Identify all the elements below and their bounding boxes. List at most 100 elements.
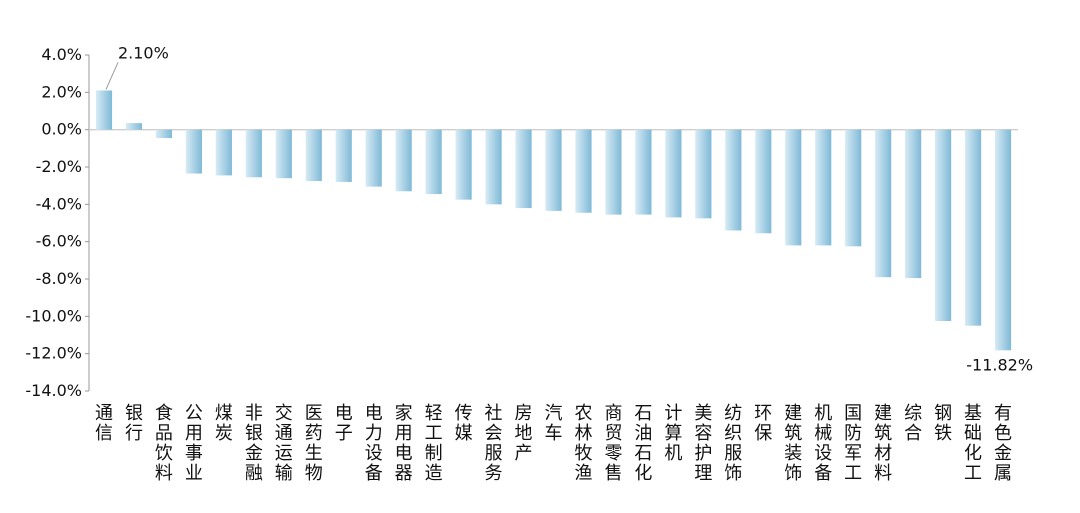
category-label-char: 零 — [604, 443, 622, 464]
category-label-char: 美 — [694, 403, 712, 424]
bar-29 — [934, 129, 952, 321]
category-label-char: 计 — [664, 403, 682, 424]
category-label-char: 煤 — [215, 403, 233, 424]
category-label-char: 社 — [485, 403, 503, 424]
y-tick-label: -6.0% — [36, 232, 82, 251]
bar-1 — [95, 90, 113, 130]
bar-26 — [845, 129, 862, 247]
category-label-char: 轻 — [425, 403, 443, 424]
category-label-char: 输 — [275, 463, 293, 484]
category-label-char: 公 — [185, 403, 203, 424]
category-label-char: 器 — [395, 463, 413, 484]
bar-3 — [155, 129, 173, 139]
category-label-char: 备 — [814, 463, 832, 484]
labels-layer: 通信银行食品饮料公用事业煤炭非银金融交通运输医药生物电子电力设备家用电器轻工制造… — [95, 43, 1033, 484]
y-tick-label: 0.0% — [41, 120, 82, 139]
bar-31 — [994, 129, 1012, 351]
category-label-char: 制 — [425, 443, 443, 464]
category-label-char: 备 — [365, 463, 383, 484]
category-label-char: 综 — [904, 403, 922, 424]
bar-11 — [395, 129, 412, 192]
category-label-char: 料 — [874, 463, 892, 484]
category-label-char: 础 — [964, 423, 982, 444]
category-label-char: 军 — [844, 443, 862, 464]
category-label-char: 机 — [814, 403, 832, 424]
category-label: 钢铁 — [934, 403, 952, 444]
category-label-char: 电 — [365, 403, 383, 424]
category-label-char: 家 — [395, 403, 413, 424]
bar-19 — [635, 129, 652, 215]
category-label-char: 化 — [964, 443, 982, 464]
bar-30 — [964, 129, 982, 326]
category-label-char: 织 — [724, 423, 742, 444]
category-label-char: 筑 — [784, 423, 802, 444]
category-label-char: 电 — [395, 443, 413, 464]
category-label-char: 牧 — [574, 443, 592, 464]
category-label: 通信 — [95, 403, 113, 444]
annotation-leader-line — [105, 62, 119, 90]
category-label-char: 力 — [365, 423, 383, 444]
bar-2 — [125, 123, 143, 130]
bar-17 — [575, 129, 592, 213]
category-label-char: 信 — [95, 423, 113, 444]
category-label-char: 用 — [395, 423, 413, 444]
y-tick-label: -12.0% — [25, 344, 82, 363]
category-label: 传媒 — [455, 403, 473, 444]
category-label-char: 汽 — [545, 403, 563, 424]
category-label-char: 石 — [634, 403, 652, 424]
bar-15 — [515, 129, 532, 209]
category-label-char: 工 — [964, 463, 982, 484]
category-label-char: 防 — [844, 423, 862, 444]
category-label-char: 纺 — [724, 403, 742, 424]
y-tick-label: 2.0% — [41, 82, 82, 101]
category-label-char: 商 — [604, 403, 622, 424]
category-label-char: 建 — [784, 403, 802, 424]
bar-4 — [185, 129, 202, 174]
y-tick-label: -8.0% — [36, 269, 82, 288]
category-label-char: 算 — [664, 423, 682, 444]
bar-10 — [365, 129, 382, 187]
category-label-char: 融 — [245, 463, 263, 484]
bar-20 — [665, 129, 682, 218]
category-label-char: 医 — [305, 403, 323, 424]
category-label-char: 传 — [455, 403, 473, 424]
category-label-char: 设 — [814, 443, 832, 464]
category-label-char: 国 — [844, 403, 862, 424]
category-label-char: 行 — [125, 423, 143, 444]
category-label-char: 生 — [305, 443, 323, 464]
category-label-char: 石 — [634, 443, 652, 464]
category-label-char: 物 — [305, 463, 323, 484]
bar-18 — [605, 129, 622, 215]
category-label-char: 造 — [425, 463, 443, 484]
bar-13 — [455, 129, 472, 200]
bar-24 — [785, 129, 802, 246]
bar-9 — [335, 129, 352, 182]
grid-layer: 4.0% 2.0% 0.0% -2.0% -4.0% -6.0% -8.0% -10.0% -1… — [25, 45, 1018, 400]
category-label-char: 药 — [305, 423, 323, 444]
category-label-char: 油 — [634, 423, 652, 444]
category-label-char: 料 — [155, 463, 173, 484]
bar-22 — [725, 129, 742, 231]
category-label-char: 保 — [754, 423, 772, 444]
category-label: 电子 — [335, 403, 353, 444]
category-label-char: 设 — [365, 443, 383, 464]
category-label-char: 银 — [125, 403, 143, 424]
category-label-char: 事 — [185, 443, 203, 464]
category-label: 煤炭 — [215, 403, 233, 444]
